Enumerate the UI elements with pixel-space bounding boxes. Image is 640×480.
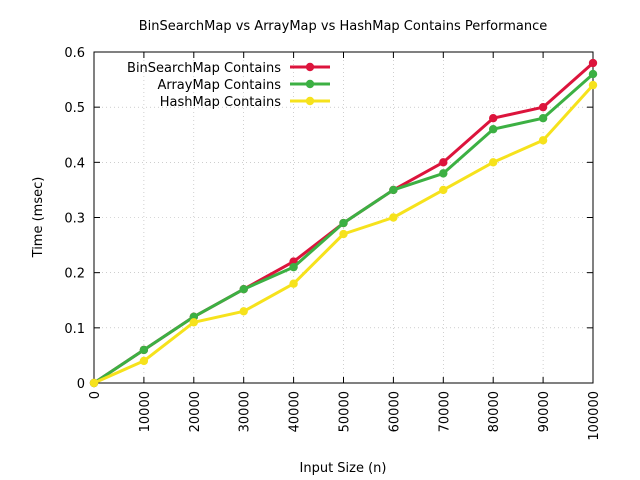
data-point xyxy=(439,185,448,195)
x-tick-label: 10000 xyxy=(138,391,153,432)
data-point xyxy=(339,218,348,228)
data-point xyxy=(588,69,598,79)
x-tick-label: 0 xyxy=(88,391,103,399)
series-group xyxy=(89,58,598,388)
chart-title: BinSearchMap vs ArrayMap vs HashMap Cont… xyxy=(139,19,548,34)
axis-ticks: 0 0.1 0.2 0.3 0.4 0.5 0.6 0 10000 20000 30000 40000… xyxy=(64,46,602,441)
x-tick-label: 50000 xyxy=(338,391,353,432)
x-tick-label: 80000 xyxy=(487,391,502,432)
data-point xyxy=(139,345,149,355)
data-point xyxy=(389,213,398,222)
series-3 xyxy=(89,80,598,388)
data-point xyxy=(489,125,498,134)
data-point xyxy=(139,356,149,366)
x-tick-label: 60000 xyxy=(387,391,402,432)
x-tick-label: 90000 xyxy=(537,391,552,432)
legend-label: BinSearchMap Contains xyxy=(127,61,281,76)
legend-item: HashMap Contains xyxy=(160,95,330,110)
data-point xyxy=(439,169,448,178)
y-tick-label: 0.2 xyxy=(64,267,85,282)
legend-marker xyxy=(305,96,315,106)
data-point xyxy=(389,185,398,195)
legend-label: HashMap Contains xyxy=(160,95,282,110)
x-tick-label: 40000 xyxy=(288,391,303,432)
y-tick-label: 0.3 xyxy=(64,212,85,227)
y-axis-label: Time (msec) xyxy=(31,177,46,259)
x-tick-label: 100000 xyxy=(587,391,602,441)
data-point xyxy=(588,58,598,68)
legend-marker xyxy=(305,79,315,89)
y-tick-label: 0.4 xyxy=(64,156,85,171)
legend-marker xyxy=(305,62,315,72)
series-2 xyxy=(89,69,598,388)
y-tick-label: 0.5 xyxy=(64,101,85,116)
data-point xyxy=(189,318,198,327)
y-tick-label: 0 xyxy=(77,377,85,392)
data-point xyxy=(289,279,298,288)
data-point xyxy=(588,80,598,90)
data-point xyxy=(339,229,348,239)
data-point xyxy=(89,378,99,388)
legend-item: BinSearchMap Contains xyxy=(127,61,330,76)
x-axis-label: Input Size (n) xyxy=(300,461,387,476)
data-point xyxy=(489,114,498,123)
data-point xyxy=(439,158,448,167)
x-tick-label: 70000 xyxy=(437,391,452,432)
data-point xyxy=(289,262,298,272)
legend: BinSearchMap Contains ArrayMap Contains Ha… xyxy=(127,61,330,110)
data-point xyxy=(489,158,498,167)
y-tick-label: 0.6 xyxy=(64,46,85,61)
data-point xyxy=(239,285,248,294)
y-tick-label: 0.1 xyxy=(64,322,85,337)
x-tick-label: 30000 xyxy=(238,391,253,432)
legend-item: ArrayMap Contains xyxy=(157,78,330,93)
data-point xyxy=(538,114,548,123)
data-point xyxy=(538,102,548,112)
x-tick-label: 20000 xyxy=(188,391,203,432)
legend-label: ArrayMap Contains xyxy=(157,78,281,93)
data-point xyxy=(538,136,548,145)
data-point xyxy=(239,307,248,316)
